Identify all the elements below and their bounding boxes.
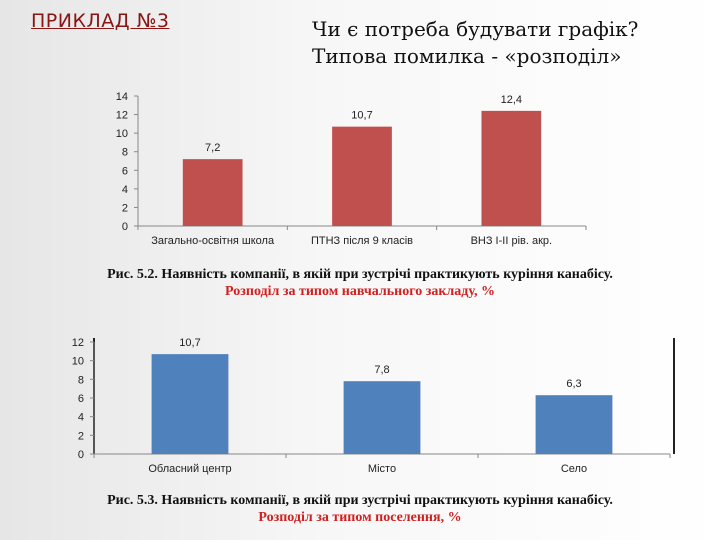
bar	[332, 126, 392, 226]
caption-figure-5-3: Рис. 5.3. Наявність компанії, в якій при…	[0, 492, 720, 526]
y-tick-label: 12	[72, 337, 84, 349]
example-badge: ПРИКЛАД №3	[31, 10, 170, 32]
bar-chart-education: 0 2 4 6 8 10 12 14 7,2 Загально-освітня школа 10,7…	[116, 91, 587, 247]
category-label: Обласний центр	[148, 463, 231, 475]
y-tick-label: 2	[78, 430, 84, 442]
category-label: ПТНЗ після 9 класів	[311, 235, 413, 247]
y-tick-label: 12	[116, 110, 128, 122]
bar-value-label: 12,4	[501, 94, 522, 106]
bar-value-label: 6,3	[566, 378, 581, 390]
category-label: ВНЗ І-ІІ рів. акр.	[471, 235, 553, 247]
category-label: Загально-освітня школа	[151, 235, 275, 247]
bar	[151, 354, 229, 454]
y-tick-label: 10	[72, 356, 84, 368]
category-label: Місто	[368, 463, 396, 475]
bar-value-label: 10,7	[179, 337, 200, 349]
caption-subtitle: Розподіл за типом поселення, %	[258, 510, 462, 525]
y-tick-label: 6	[122, 165, 128, 177]
y-tick-label: 0	[122, 221, 128, 233]
y-tick-label: 4	[78, 412, 84, 424]
y-tick-label: 6	[78, 393, 84, 405]
y-tick-label: 4	[122, 184, 128, 196]
caption-title: Рис. 5.3. Наявність компанії, в якій при…	[107, 493, 613, 508]
heading-line-1: Чи є потреба будувати графік?	[312, 17, 639, 41]
y-tick-label: 8	[78, 374, 84, 386]
bar	[343, 381, 421, 454]
caption-subtitle: Розподіл за типом навчального закладу, %	[225, 284, 495, 299]
bar	[535, 395, 613, 454]
y-tick-label: 8	[122, 147, 128, 159]
slide-heading: Чи є потреба будувати графік? Типова пом…	[312, 16, 638, 70]
category-label: Село	[561, 463, 587, 475]
y-tick-label: 0	[78, 449, 84, 461]
caption-figure-5-2: Рис. 5.2. Наявність компанії, в якій при…	[0, 266, 720, 300]
heading-line-2: Типова помилка - «розподіл»	[312, 44, 622, 68]
bar-value-label: 7,2	[205, 142, 220, 154]
y-tick-label: 14	[116, 91, 128, 103]
bar-value-label: 7,8	[374, 364, 389, 376]
caption-title: Рис. 5.2. Наявність компанії, в якій при…	[107, 267, 613, 282]
bar-chart-settlement: 0 2 4 6 8 10 12 10,7 Обласний центр 7,8 Місто 6,3 Се…	[72, 337, 675, 475]
y-tick-label: 10	[116, 128, 128, 140]
bar-value-label: 10,7	[351, 110, 372, 122]
y-tick-label: 2	[122, 202, 128, 214]
bar	[182, 159, 243, 226]
bar	[481, 110, 542, 226]
